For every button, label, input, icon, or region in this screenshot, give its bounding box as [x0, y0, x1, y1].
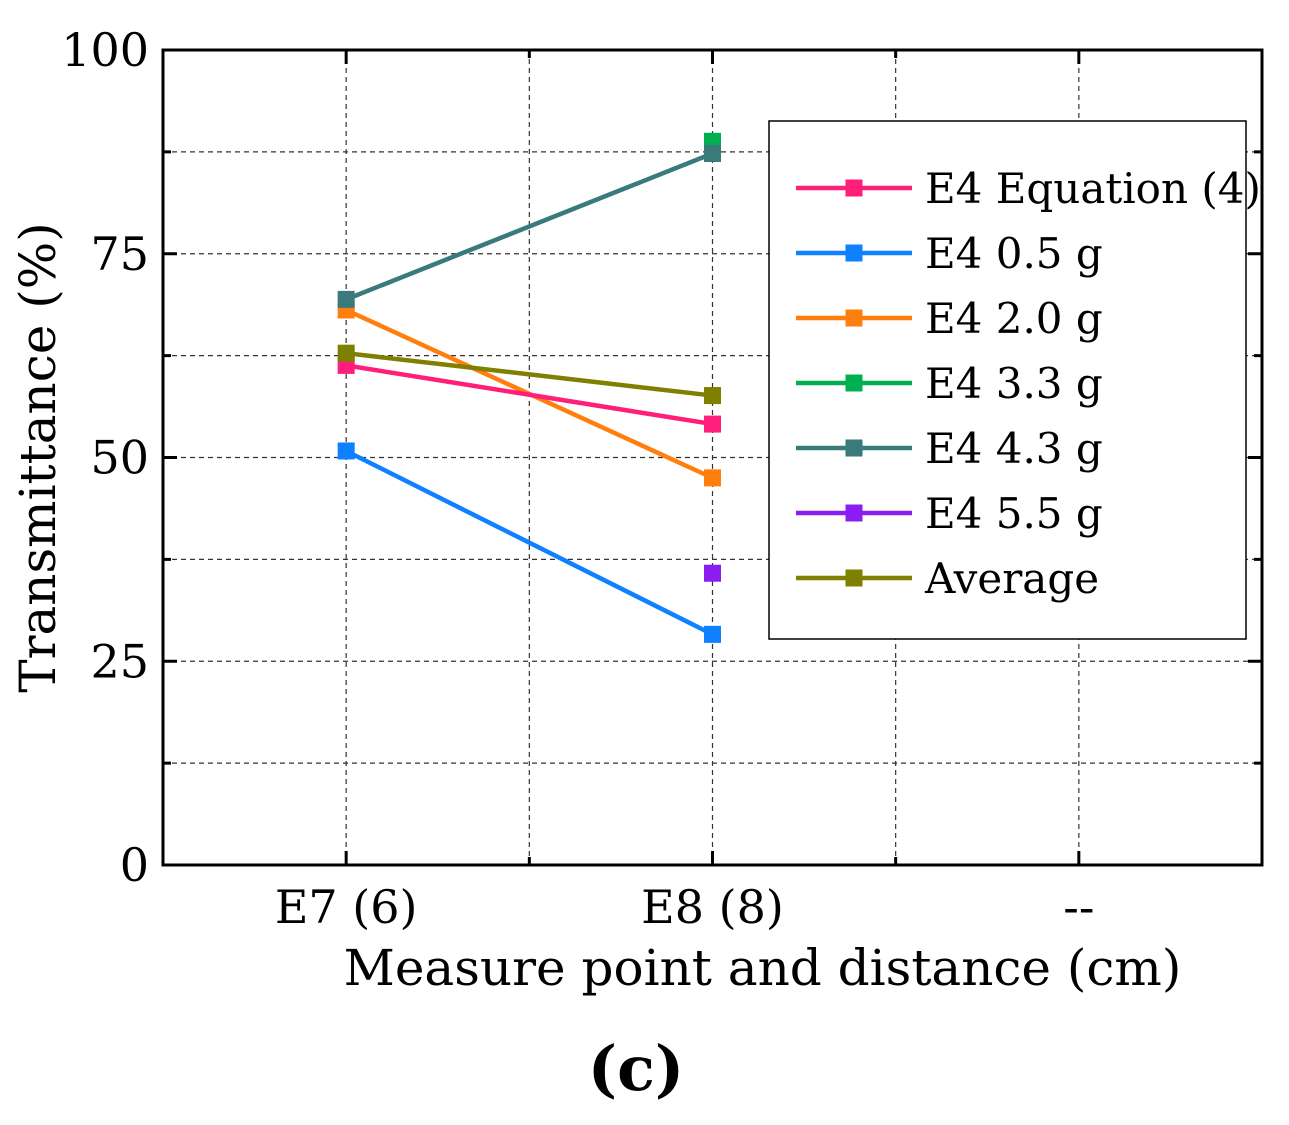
legend-entry: E4 3.3 g: [796, 359, 1103, 408]
x-tick-label: --: [1063, 880, 1094, 934]
legend-label: E4 2.0 g: [925, 294, 1103, 343]
legend-entry: E4 5.5 g: [796, 489, 1103, 538]
legend-marker: [845, 179, 863, 197]
legend-entry: E4 4.3 g: [796, 424, 1103, 473]
legend-marker: [845, 569, 863, 587]
legend-label: Average: [924, 554, 1099, 603]
series-e4-5-5-g: [704, 564, 721, 582]
legend-label: E4 Equation (4): [925, 164, 1261, 213]
x-axis-title: Measure point and distance (cm): [344, 939, 1182, 997]
legend-marker: [845, 504, 863, 522]
data-point: [704, 387, 721, 405]
y-tick-label: 100: [61, 23, 149, 77]
legend-marker: [845, 244, 863, 262]
data-point: [704, 145, 721, 163]
data-point: [337, 290, 355, 308]
series-layer: [337, 132, 721, 643]
y-tick-label: 75: [90, 227, 149, 281]
axes: 0 25 50 75 100 E7 (6) E8 (8) --: [61, 23, 1262, 934]
legend-marker: [845, 309, 863, 327]
data-point: [337, 442, 355, 460]
data-point: [337, 344, 355, 362]
panel-label: (c): [588, 1032, 684, 1105]
data-point: [704, 625, 721, 643]
x-tick-label: E7 (6): [275, 880, 418, 934]
legend: E4 Equation (4) E4 0.5 g E4 2.0 g E4 3.3 g E…: [768, 120, 1261, 640]
series-line: [345, 350, 713, 398]
data-point: [704, 415, 721, 433]
data-point: [704, 564, 721, 582]
legend-entry: E4 0.5 g: [796, 229, 1103, 278]
series-average: [337, 344, 721, 405]
series-line: [345, 363, 713, 427]
series-line: [345, 448, 714, 637]
y-axis-title: Transmittance (%): [9, 222, 67, 693]
x-tick-label: E8 (8): [641, 880, 784, 934]
legend-marker: [845, 439, 863, 457]
series-e4-0-5-g: [337, 442, 721, 643]
legend-label: E4 3.3 g: [925, 359, 1103, 408]
y-tick-label: 0: [120, 838, 149, 892]
series-line: [345, 151, 714, 302]
series-e4-4-3-g: [337, 145, 721, 308]
y-tick-label: 25: [90, 634, 149, 688]
legend-entry: E4 Equation (4): [796, 164, 1261, 213]
y-tick-label: 50: [90, 431, 149, 485]
data-point: [704, 469, 721, 487]
legend-marker: [845, 374, 863, 392]
legend-entry: Average: [796, 554, 1099, 603]
legend-label: E4 4.3 g: [925, 424, 1103, 473]
legend-label: E4 0.5 g: [925, 229, 1103, 278]
legend-label: E4 5.5 g: [925, 489, 1103, 538]
legend-entry: E4 2.0 g: [796, 294, 1103, 343]
